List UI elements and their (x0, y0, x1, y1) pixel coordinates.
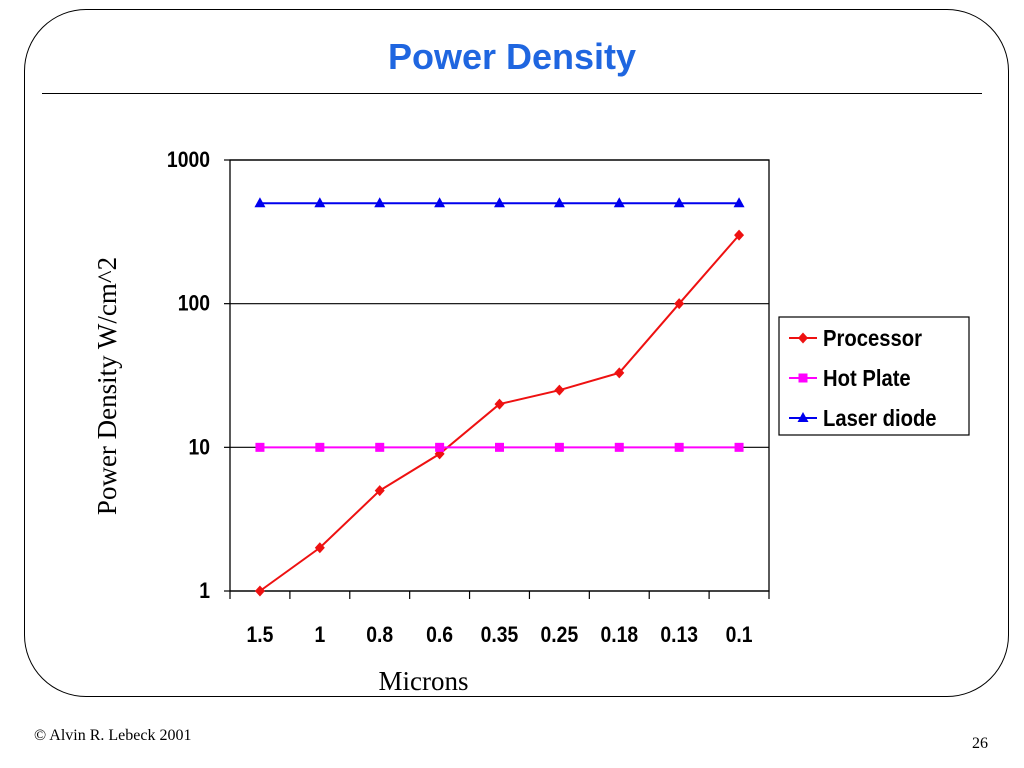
title-divider (42, 93, 982, 94)
y-tick-label: 10 (188, 435, 210, 459)
legend-marker-laser-diode (797, 412, 809, 422)
slide-frame (24, 9, 1009, 697)
data-point-processor (734, 229, 745, 241)
y-tick-label: 1000 (167, 148, 210, 172)
data-point-laser-diode (434, 197, 446, 208)
legend-label-laser-diode: Laser diode (823, 405, 937, 432)
data-point-laser-diode (374, 197, 386, 208)
data-point-processor (254, 585, 265, 597)
copyright-footer: © Alvin R. Lebeck 2001 (34, 727, 192, 744)
plot-area (229, 159, 770, 592)
legend-marker-hot-plate (798, 373, 808, 383)
x-tick-label: 0.18 (600, 623, 638, 647)
data-point-hot-plate (435, 442, 445, 452)
data-point-processor (674, 298, 685, 310)
data-point-laser-diode (673, 197, 685, 208)
y-tick-label: 100 (178, 292, 210, 316)
data-point-hot-plate (315, 442, 325, 452)
x-tick-label: 1.5 (246, 623, 273, 647)
data-point-hot-plate (674, 442, 684, 452)
x-tick-label: 0.1 (726, 623, 753, 647)
data-point-laser-diode (314, 197, 326, 208)
data-point-laser-diode (254, 197, 266, 208)
x-tick-label: 0.25 (541, 623, 579, 647)
data-point-laser-diode (733, 197, 745, 208)
data-point-processor (494, 398, 505, 410)
page-number: 26 (972, 735, 988, 752)
y-axis-label: Power Density W/cm^2 (92, 257, 122, 515)
x-tick-label: 0.35 (481, 623, 519, 647)
data-point-laser-diode (613, 197, 625, 208)
data-point-processor (374, 485, 385, 497)
legend-label-processor: Processor (823, 325, 923, 352)
x-tick-label: 0.8 (366, 623, 393, 647)
data-point-hot-plate (614, 442, 624, 452)
data-point-hot-plate (375, 442, 385, 452)
x-tick-label: 0.13 (660, 623, 698, 647)
legend-marker-processor (798, 332, 808, 344)
legend-label-hot-plate: Hot Plate (823, 365, 911, 392)
slide-title: Power Density (387, 36, 637, 77)
data-point-processor (554, 384, 565, 396)
data-point-processor (614, 367, 625, 379)
x-tick-label: 1 (314, 623, 325, 647)
legend-box (778, 316, 970, 436)
data-point-hot-plate (255, 442, 265, 452)
data-point-hot-plate (734, 442, 744, 452)
x-axis-label: Microns (379, 666, 469, 696)
data-point-laser-diode (553, 197, 565, 208)
data-point-processor (314, 542, 325, 554)
data-point-laser-diode (494, 197, 505, 208)
data-point-hot-plate (554, 442, 564, 452)
y-tick-label: 1 (199, 579, 210, 603)
x-tick-label: 0.6 (426, 623, 453, 647)
data-point-hot-plate (495, 442, 504, 452)
